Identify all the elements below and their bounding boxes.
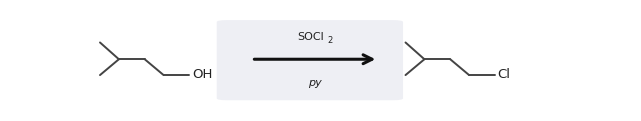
FancyBboxPatch shape — [217, 20, 403, 100]
Text: 2: 2 — [328, 36, 333, 45]
Text: Cl: Cl — [497, 68, 510, 81]
Text: py: py — [308, 78, 322, 88]
Text: SOCl: SOCl — [297, 32, 324, 42]
Text: OH: OH — [192, 68, 212, 81]
